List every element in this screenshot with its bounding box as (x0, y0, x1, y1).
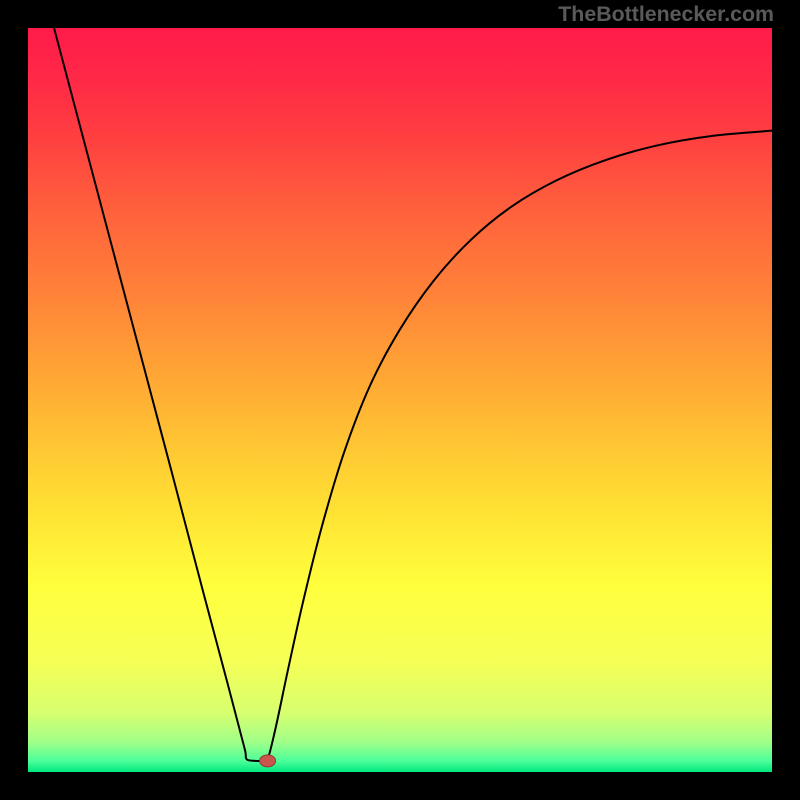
bottleneck-curve (54, 28, 772, 762)
chart-frame: TheBottlenecker.com (0, 0, 800, 800)
watermark-text: TheBottlenecker.com (558, 2, 774, 27)
curve-layer (28, 28, 772, 772)
plot-area (28, 28, 772, 772)
minimum-marker-dot (260, 755, 276, 767)
